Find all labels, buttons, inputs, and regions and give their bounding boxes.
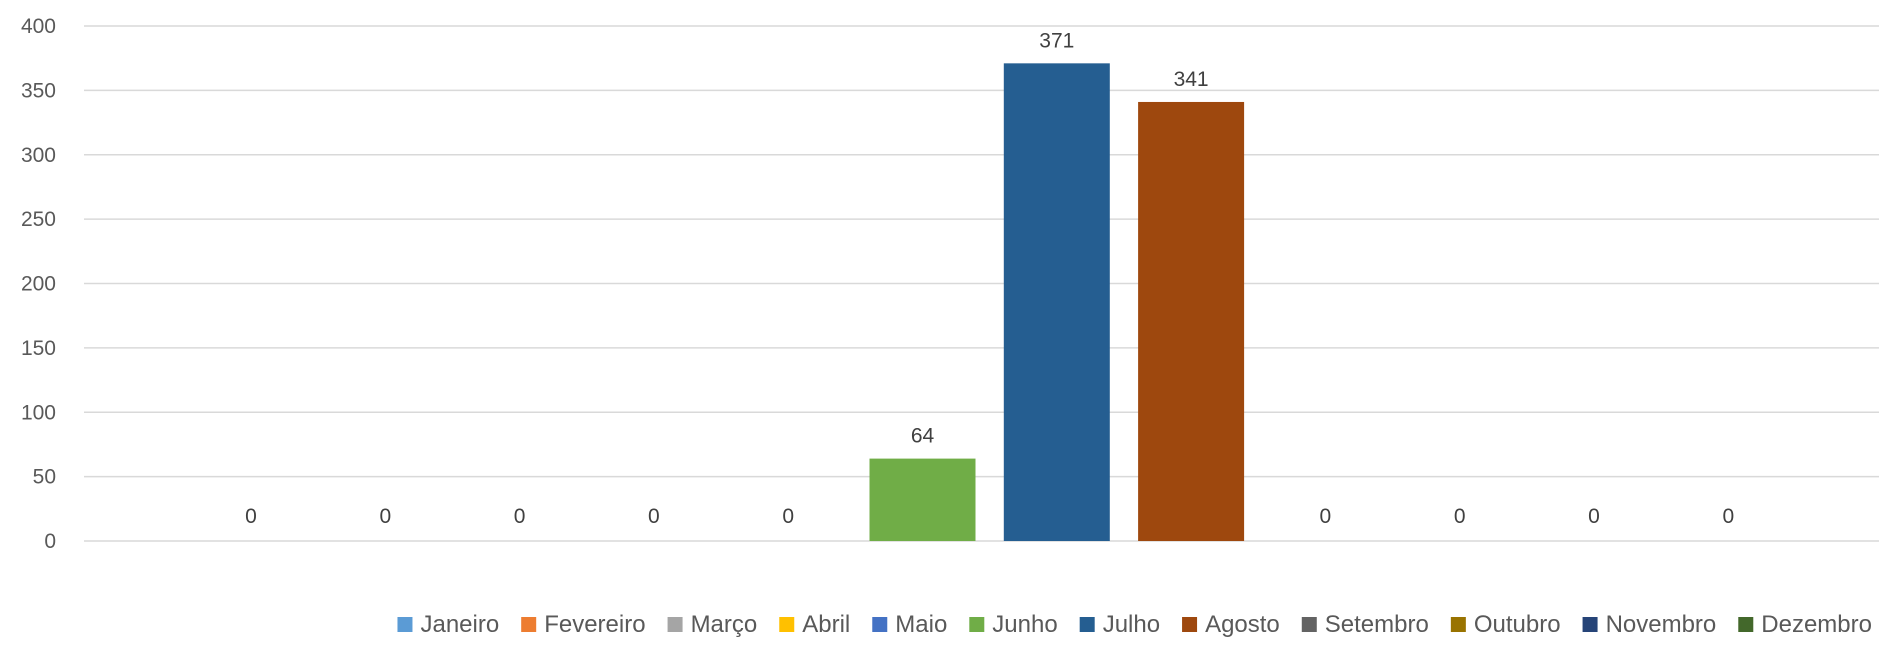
data-labels: 0 0 0 0 0 64 371 341 0 0 0 0 — [245, 29, 1734, 528]
legend-item-dezembro: Dezembro — [1738, 611, 1872, 638]
data-label-outubro: 0 — [1454, 505, 1466, 528]
y-tick-label: 250 — [21, 208, 56, 231]
y-tick-label: 200 — [21, 273, 56, 296]
legend-swatch — [1738, 617, 1754, 632]
legend-label: Agosto — [1205, 611, 1280, 638]
legend-item-setembro: Setembro — [1301, 611, 1429, 638]
data-label-janeiro: 0 — [245, 505, 257, 528]
legend-label: Dezembro — [1761, 611, 1872, 638]
legend-item-julho: Julho — [1079, 611, 1160, 638]
gridlines — [84, 25, 1879, 542]
data-label-agosto: 341 — [1174, 68, 1209, 91]
legend-label: Julho — [1103, 611, 1160, 638]
bar-junho — [869, 458, 976, 541]
data-label-julho: 371 — [1039, 29, 1074, 52]
legend-label: Janeiro — [420, 611, 499, 638]
legend-item-novembro: Novembro — [1582, 611, 1717, 638]
bar-julho — [1003, 63, 1110, 542]
legend-swatch — [872, 617, 888, 632]
bars — [869, 63, 1245, 542]
y-tick-label: 0 — [44, 530, 56, 553]
legend-label: Fevereiro — [544, 611, 645, 638]
data-label-junho: 64 — [911, 425, 935, 448]
legend-swatch — [521, 617, 537, 632]
legend-label: Setembro — [1325, 611, 1429, 638]
legend-item-janeiro: Janeiro — [397, 611, 499, 638]
legend-item-março: Março — [667, 611, 758, 638]
data-label-março: 0 — [514, 505, 526, 528]
y-axis-ticks: 0 50 100 150 200 250 300 350 400 — [21, 15, 56, 553]
legend-item-abril: Abril — [779, 611, 850, 638]
legend-swatch — [969, 617, 985, 632]
data-label-abril: 0 — [648, 505, 660, 528]
legend-swatch — [779, 617, 795, 632]
legend-swatch — [1301, 617, 1317, 632]
legend-item-outubro: Outubro — [1450, 611, 1561, 638]
y-tick-label: 300 — [21, 144, 56, 167]
legend-swatch — [1182, 617, 1198, 632]
data-label-maio: 0 — [782, 505, 794, 528]
data-label-setembro: 0 — [1320, 505, 1332, 528]
y-tick-label: 50 — [33, 466, 56, 489]
data-label-fevereiro: 0 — [379, 505, 391, 528]
legend-label: Junho — [992, 611, 1057, 638]
legend-swatch — [397, 617, 413, 632]
y-tick-label: 400 — [21, 15, 56, 38]
legend-label: Abril — [802, 611, 850, 638]
y-tick-label: 100 — [21, 401, 56, 424]
data-label-novembro: 0 — [1588, 505, 1600, 528]
legend-item-fevereiro: Fevereiro — [521, 611, 646, 638]
legend-swatch — [1079, 617, 1095, 632]
legend-item-maio: Maio — [872, 611, 947, 638]
legend: Janeiro Fevereiro Março Abril Maio Junho Julho… — [397, 611, 1872, 638]
legend-swatch — [1450, 617, 1466, 632]
y-tick-label: 150 — [21, 337, 56, 360]
legend-swatch — [1582, 617, 1598, 632]
legend-label: Outubro — [1474, 611, 1561, 638]
legend-swatch — [667, 617, 683, 632]
legend-label: Maio — [895, 611, 947, 638]
legend-label: Novembro — [1606, 611, 1717, 638]
legend-item-junho: Junho — [969, 611, 1058, 638]
bar-agosto — [1138, 101, 1245, 542]
legend-label: Março — [691, 611, 758, 638]
legend-item-agosto: Agosto — [1182, 611, 1280, 638]
data-label-dezembro: 0 — [1722, 505, 1734, 528]
y-tick-label: 350 — [21, 79, 56, 102]
